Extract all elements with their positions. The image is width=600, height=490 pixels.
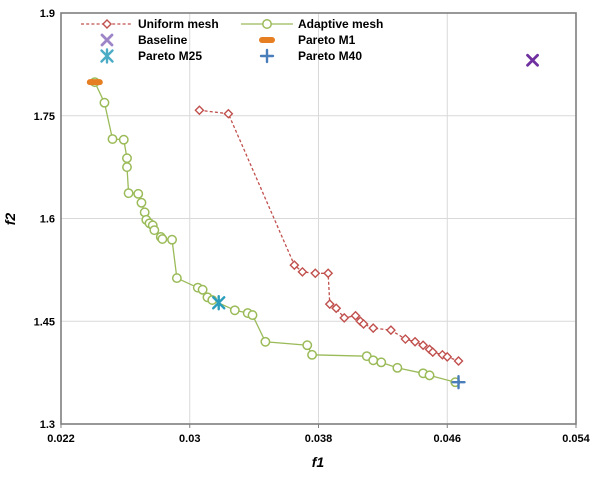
uniform-mesh-line xyxy=(199,109,459,362)
adaptive-mesh-point xyxy=(247,310,258,321)
adaptive-mesh-point xyxy=(392,362,403,373)
pareto-m40-point xyxy=(451,375,466,390)
uniform-mesh-point xyxy=(368,323,379,334)
series-pareto-m25 xyxy=(212,295,226,311)
pareto-m25-point xyxy=(212,295,226,311)
x-axis-tick-labels: 0.022 0.03 0.038 0.046 0.054 xyxy=(47,433,590,445)
x-tick-label: 0.054 xyxy=(562,433,590,445)
x-tick-label: 0.022 xyxy=(47,433,75,445)
uniform-mesh-point xyxy=(350,310,361,321)
adaptive-mesh-point xyxy=(229,305,240,316)
x-axis-title: f1 xyxy=(312,454,325,470)
x-tick-label: 0.03 xyxy=(179,433,200,445)
y-axis-tick-labels: 1.3 1.45 1.6 1.75 1.9 xyxy=(34,8,55,431)
series-pareto-m40 xyxy=(451,375,466,390)
uniform-mesh-point xyxy=(442,351,453,362)
adaptive-mesh-point xyxy=(133,188,144,199)
adaptive-mesh-point xyxy=(99,97,110,108)
x-tick-label: 0.046 xyxy=(433,433,461,445)
baseline-point xyxy=(526,53,539,67)
adaptive-mesh-point xyxy=(136,197,147,208)
uniform-mesh-point xyxy=(323,268,334,279)
uniform-mesh-point xyxy=(358,319,369,329)
adaptive-mesh-point xyxy=(307,349,318,360)
adaptive-mesh-point xyxy=(157,234,168,245)
y-tick-label: 1.45 xyxy=(34,316,55,328)
series-uniform-mesh xyxy=(194,105,464,366)
adaptive-mesh-point xyxy=(260,336,271,347)
uniform-mesh-point xyxy=(339,312,350,323)
adaptive-mesh-point xyxy=(171,273,182,284)
uniform-mesh-point xyxy=(324,299,335,310)
plot-series xyxy=(86,53,539,390)
series-baseline xyxy=(526,53,539,67)
gridlines xyxy=(61,13,576,424)
uniform-mesh-point xyxy=(400,334,411,345)
uniform-mesh-point xyxy=(194,105,205,116)
series-pareto-m1 xyxy=(86,79,103,86)
plot-border xyxy=(60,12,577,425)
adaptive-mesh-point xyxy=(122,162,132,173)
y-axis-title: f2 xyxy=(2,213,18,226)
pareto-m1-point xyxy=(86,79,103,86)
adaptive-mesh-point xyxy=(376,357,387,368)
y-tick-label: 1.6 xyxy=(40,214,55,226)
adaptive-mesh-point xyxy=(118,134,129,145)
uniform-mesh-point xyxy=(418,340,429,351)
uniform-mesh-point xyxy=(453,355,464,366)
uniform-mesh-point xyxy=(385,325,396,336)
adaptive-mesh-point xyxy=(368,355,379,366)
adaptive-mesh-point xyxy=(123,188,134,199)
uniform-mesh-point xyxy=(331,303,342,314)
x-tick-label: 0.038 xyxy=(305,433,333,445)
adaptive-mesh-point xyxy=(302,340,313,351)
y-tick-label: 1.9 xyxy=(40,8,55,20)
y-tick-label: 1.3 xyxy=(40,419,55,431)
adaptive-mesh-point xyxy=(122,153,132,164)
uniform-mesh-point xyxy=(289,260,300,271)
adaptive-mesh-point xyxy=(167,234,177,245)
adaptive-mesh-point xyxy=(424,370,435,381)
uniform-mesh-point xyxy=(410,336,421,347)
y-tick-label: 1.75 xyxy=(34,111,55,123)
uniform-mesh-point xyxy=(223,108,234,119)
uniform-mesh-point xyxy=(437,349,448,360)
adaptive-mesh-point xyxy=(197,284,208,295)
uniform-mesh-point xyxy=(310,268,321,279)
adaptive-mesh-point xyxy=(149,225,160,236)
uniform-mesh-point xyxy=(427,347,438,358)
adaptive-mesh-point xyxy=(107,134,118,144)
uniform-mesh-point xyxy=(297,266,308,277)
